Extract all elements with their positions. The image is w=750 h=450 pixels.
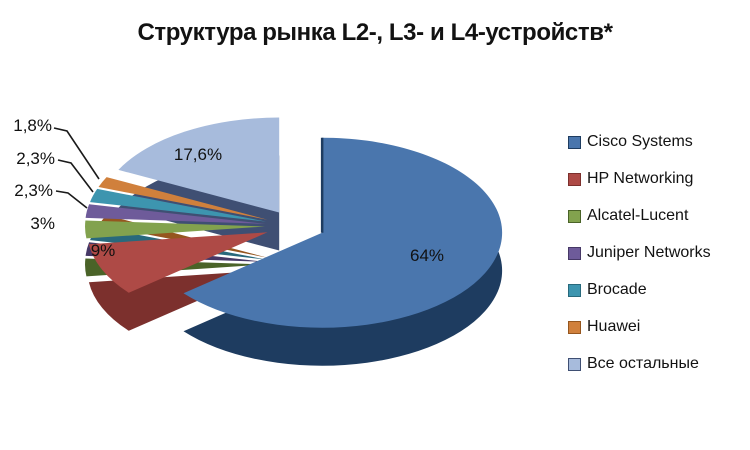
pie-data-label-cisco-systems: 64% <box>410 246 444 265</box>
legend-item-hp-networking: HP Networking <box>568 170 693 188</box>
legend-label-cisco-systems: Cisco Systems <box>587 133 693 150</box>
legend-label-juniper-networks: Juniper Networks <box>587 244 711 261</box>
label-leader-line-huawei <box>53 127 100 180</box>
pie-slice-alcatel-lucent <box>85 220 265 239</box>
legend-item-huawei: Huawei <box>568 318 640 336</box>
pie-slice-hp-networking <box>88 232 268 293</box>
legend-label-vse-ostalnye: Все остальные <box>587 355 699 372</box>
legend-label-hp-networking: HP Networking <box>587 170 694 187</box>
legend-label-alcatel-lucent: Alcatel-Lucent <box>587 207 689 224</box>
pie-data-label-huawei: 1,8% <box>13 116 52 135</box>
label-leader-line-juniper-networks <box>55 190 88 209</box>
pie-data-label-alcatel-lucent: 3% <box>30 214 55 233</box>
label-leader-line-brocade <box>57 159 94 193</box>
legend-item-vse-ostalnye: Все остальные <box>568 355 699 373</box>
legend-item-brocade: Brocade <box>568 281 647 299</box>
legend: Cisco Systems HP Networking Alcatel-Lucent… <box>568 0 748 450</box>
legend-label-brocade: Brocade <box>587 281 647 298</box>
legend-swatch-cisco-systems <box>568 135 581 149</box>
legend-swatch-huawei <box>568 320 581 334</box>
legend-swatch-vse-ostalnye <box>568 357 581 371</box>
legend-swatch-alcatel-lucent <box>568 209 581 223</box>
pie-slice-cisco-systems <box>183 137 503 328</box>
chart-title: Структура рынка L2-, L3- и L4-устройств* <box>137 19 613 46</box>
legend-item-cisco-systems: Cisco Systems <box>568 133 693 151</box>
pie-slice-huawei <box>98 177 268 220</box>
pie-data-label-vse-ostalnye: 17,6% <box>174 145 222 164</box>
legend-swatch-brocade <box>568 283 581 297</box>
pie-slice-brocade <box>90 188 267 222</box>
pie-slice-vse-ostalnye <box>118 117 280 213</box>
pie-slice-juniper-networks <box>85 204 266 224</box>
legend-item-juniper-networks: Juniper Networks <box>568 244 711 262</box>
pie-data-label-hp-networking: 9% <box>91 241 116 260</box>
legend-item-alcatel-lucent: Alcatel-Lucent <box>568 207 688 225</box>
legend-label-huawei: Huawei <box>587 318 641 335</box>
pie-data-label-juniper-networks: 2,3% <box>14 181 53 200</box>
legend-swatch-hp-networking <box>568 172 581 186</box>
legend-swatch-juniper-networks <box>568 246 581 260</box>
pie-data-label-brocade: 2,3% <box>16 149 55 168</box>
